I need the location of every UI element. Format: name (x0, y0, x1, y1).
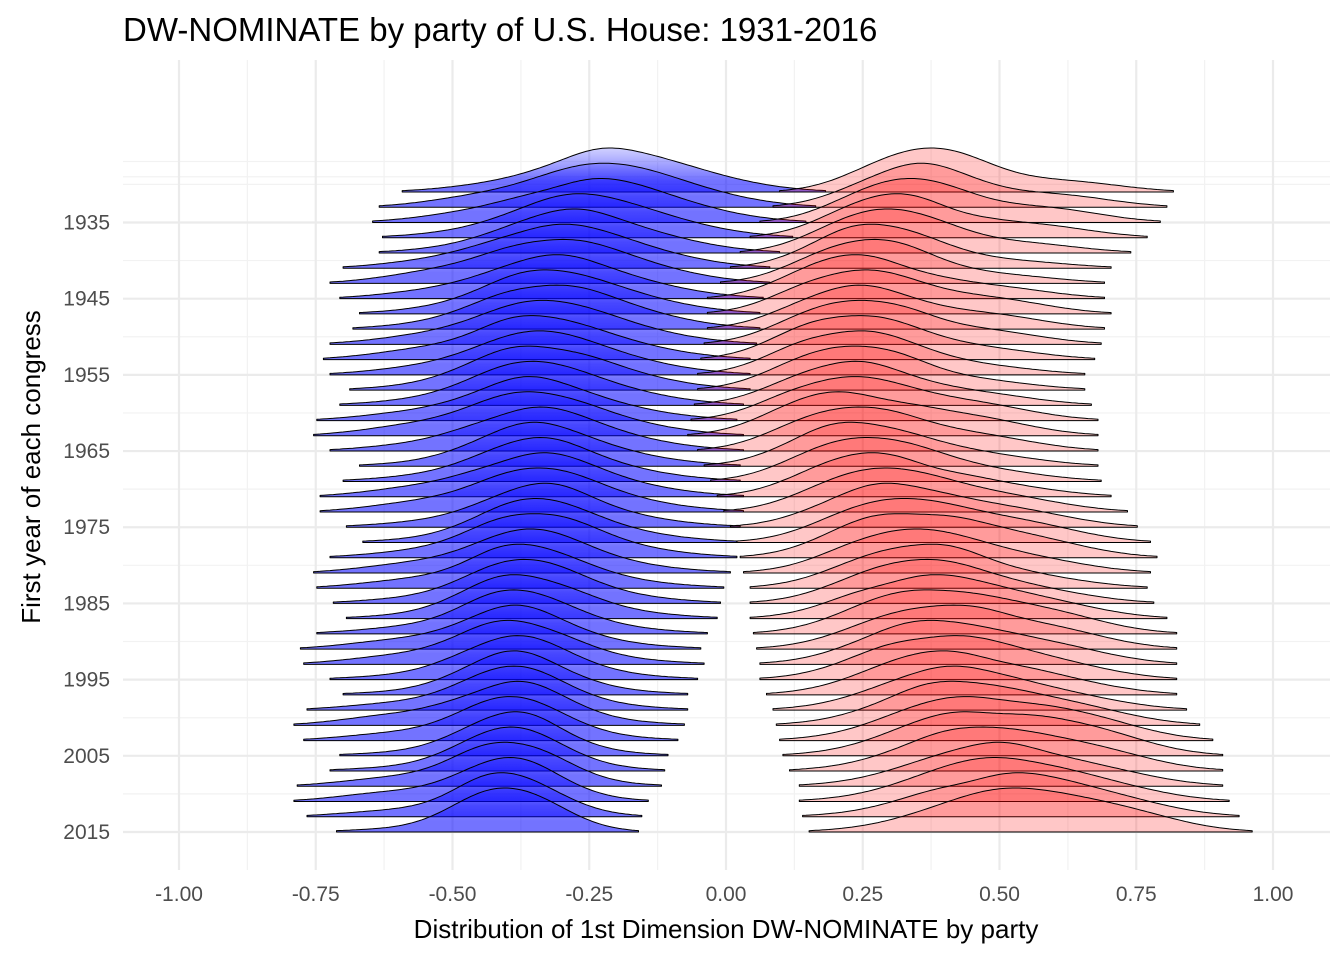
y-tick-label: 2015 (63, 821, 110, 844)
y-tick-label: 1955 (63, 364, 110, 387)
ridge-republican (723, 467, 1128, 513)
ridge-republican (729, 223, 1112, 269)
ridge-republican (739, 208, 1132, 254)
chart-title: DW-NOMINATE by party of U.S. House: 1931… (123, 11, 877, 48)
ridge-republican (772, 162, 1168, 208)
x-tick-label: 0.50 (979, 883, 1020, 906)
ridge-republican (749, 574, 1168, 620)
y-tick-label: 1935 (63, 211, 110, 234)
y-axis-ticks: 1935 1945 1955 1965 1975 1985 1995 2005 2015 (63, 211, 110, 844)
ridge-republican (766, 650, 1178, 696)
ridge-republican (752, 589, 1178, 635)
ridge-democratic (293, 757, 649, 803)
ridge-republican (808, 787, 1253, 833)
ridge-republican (687, 391, 1099, 437)
ridge-republican (789, 726, 1224, 772)
ridge-republican (779, 696, 1214, 742)
ridge-republican (798, 741, 1224, 787)
y-tick-label: 1995 (63, 669, 110, 692)
ridge-republican (772, 665, 1188, 711)
x-tick-label: -0.25 (565, 883, 613, 906)
ridge-republican (756, 604, 1178, 650)
y-tick-label: 1945 (63, 288, 110, 311)
ridge-republican (759, 178, 1161, 223)
x-tick-label: 0.75 (1116, 883, 1157, 906)
y-axis-title: First year of each congress (16, 310, 46, 624)
ridge-republican (759, 619, 1178, 665)
ridge-republican (720, 238, 1105, 284)
y-tick-label: 1985 (63, 592, 110, 615)
x-tick-label: 0.00 (706, 883, 747, 906)
y-tick-label: 1975 (63, 516, 110, 539)
ridge-republican (749, 558, 1155, 604)
ridge-republican (693, 360, 1092, 406)
y-tick-label: 1965 (63, 440, 110, 463)
x-tick-label: -0.75 (292, 883, 340, 906)
ridge-republican (782, 711, 1224, 757)
ridge-republican (710, 437, 1102, 483)
y-tick-label: 2005 (63, 745, 110, 768)
x-axis-title: Distribution of 1st Dimension DW-NOMINAT… (414, 914, 1039, 944)
ridge-republican (743, 528, 1151, 574)
x-tick-label: 1.00 (1253, 883, 1294, 906)
ridge-republican (798, 757, 1230, 803)
ridge-republican (697, 330, 1086, 376)
x-axis-ticks: -1.00 -0.75 -0.50 -0.25 0.00 0.25 0.50 0.75 1.00 (155, 883, 1293, 906)
x-tick-label: -0.50 (429, 883, 477, 906)
ridge-republican (739, 513, 1158, 559)
x-tick-label: -1.00 (155, 883, 203, 906)
ridge-republican (706, 269, 1112, 315)
ridge-republican (802, 772, 1240, 818)
ridge-republican (729, 482, 1138, 528)
ridge-democratic (336, 787, 639, 833)
ridgelines (293, 147, 1253, 833)
ridge-republican (690, 376, 1099, 422)
x-tick-label: 0.25 (842, 883, 883, 906)
ridge-republican (736, 498, 1151, 543)
ridge-republican (779, 147, 1174, 193)
ridge-republican (759, 635, 1178, 681)
ridge-republican (703, 421, 1099, 467)
